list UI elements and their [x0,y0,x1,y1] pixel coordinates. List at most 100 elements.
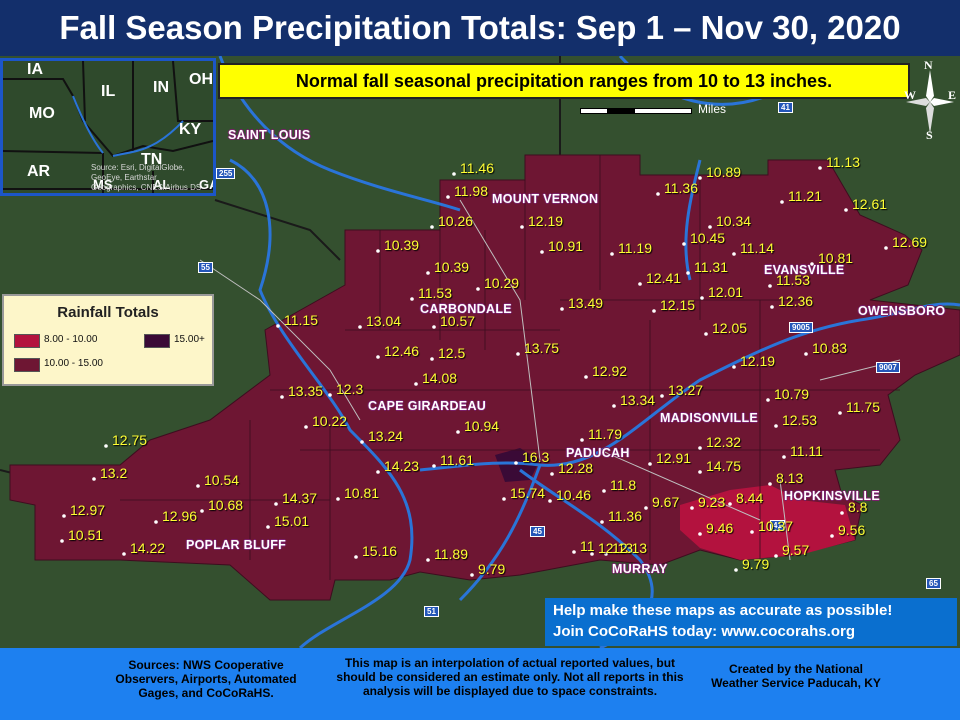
station-dot [376,355,380,359]
station-dot [476,287,480,291]
station-dot [154,520,158,524]
promo-line-2[interactable]: Join CoCoRaHS today: www.cocorahs.org [553,623,855,640]
cocorahs-promo[interactable]: Help make these maps as accurate as poss… [545,598,957,646]
footer: Sources: NWS Cooperative Observers, Airp… [0,648,960,720]
station-dot [376,470,380,474]
city-label: OWENSBORO [858,304,946,318]
scale-label: Miles [698,102,727,116]
station-dot [430,357,434,361]
station-dot [844,208,848,212]
station-dot [780,200,784,204]
station-dot [60,539,64,543]
station-dot [728,502,732,506]
observation-value: 12.19 [528,213,564,229]
station-dot [612,404,616,408]
observation-value: 11.19 [618,240,652,256]
station-dot [426,558,430,562]
station-dot [682,242,686,246]
station-dot [698,176,702,180]
observation-value: 8.8 [848,499,868,515]
station-dot [698,446,702,450]
observation-value: 11.98 [454,183,488,199]
observation-value: 9.46 [706,520,734,536]
observation-value: 15.16 [362,543,398,559]
highway-shield: 45 [530,526,545,537]
station-dot [266,525,270,529]
legend-label: 15.00+ [174,334,205,345]
promo-line-1: Help make these maps as accurate as poss… [553,602,893,619]
observation-value: 12.61 [852,196,888,212]
station-dot [770,305,774,309]
observation-value: 14.08 [422,370,458,386]
observation-value: 11.79 [588,426,622,442]
observation-value: 15.01 [274,513,310,529]
inset-state-borders [3,61,213,193]
observation-value: 11.8 [610,477,637,493]
observation-value: 10.81 [818,250,854,266]
inset-state-label: AR [27,163,51,180]
station-dot [276,324,280,328]
observation-value: 12.5 [438,345,466,361]
observation-value: 9.79 [742,556,770,572]
station-dot [274,502,278,506]
station-dot [516,352,520,356]
station-dot [652,309,656,313]
observation-value: 10.39 [434,259,470,275]
station-dot [580,438,584,442]
station-dots [60,166,888,577]
north-arrow: N S E W [904,58,958,142]
observation-value: 12.13 [612,540,648,556]
county-lines [120,155,900,580]
highway-shield: 255 [216,168,236,179]
observation-value: 9.67 [652,494,680,510]
compass-n: N [924,58,933,72]
observation-value: 14.23 [384,458,420,474]
legend-label: 10.00 - 15.00 [44,358,103,369]
inset-credit: Source: Esri, DigitalGlobe, GeoEye, Eart… [91,163,202,192]
observation-value: 11.75 [846,399,880,415]
precip-region [9,154,960,601]
station-dot [502,497,506,501]
legend-box: Rainfall Totals 8.00 - 10.00 15.00+ 10.0… [2,294,214,386]
observation-value: 12.75 [112,432,148,448]
road-lines [199,199,901,561]
observation-value: 10.29 [484,275,520,291]
city-label: EVANSVILLE [764,263,845,277]
observation-value: 14.22 [130,540,166,556]
high-precip-area [495,448,540,482]
observation-value: 10.46 [556,487,592,503]
scale-bar [580,104,696,116]
observation-value: 13.2 [100,465,128,481]
map-title: Fall Season Precipitation Totals: Sep 1 … [0,0,960,56]
observation-value: 8.44 [736,490,764,506]
station-dot [92,477,96,481]
station-dot [810,262,814,266]
station-dot [732,252,736,256]
observation-value: 9.57 [782,542,810,558]
station-dot [602,489,606,493]
observation-value: 10.26 [438,213,474,229]
observation-value: 11.13 [826,154,860,170]
highway-shield: 55 [198,262,213,273]
observation-value: 12.01 [708,284,744,300]
observation-value: 11.36 [664,180,698,196]
inset-state-label: OH [189,71,213,88]
station-dot [328,393,332,397]
station-dot [590,552,594,556]
station-dot [766,398,770,402]
highway-shield: 65 [926,578,941,589]
observation-value: 12.32 [706,434,742,450]
footer-disclaimer: This map is an interpolation of actual r… [336,656,684,698]
observation-value: 10.68 [208,497,244,513]
station-dot [838,411,842,415]
observation-value: 9.79 [478,561,506,577]
station-dot [200,509,204,513]
observation-value: 10.22 [312,413,348,429]
observation-value: 10.94 [464,418,500,434]
station-dot [700,296,704,300]
observation-value: 12.53 [782,412,818,428]
scale-segment [580,108,608,114]
station-dot [648,462,652,466]
station-dot [704,332,708,336]
station-dot [686,271,690,275]
